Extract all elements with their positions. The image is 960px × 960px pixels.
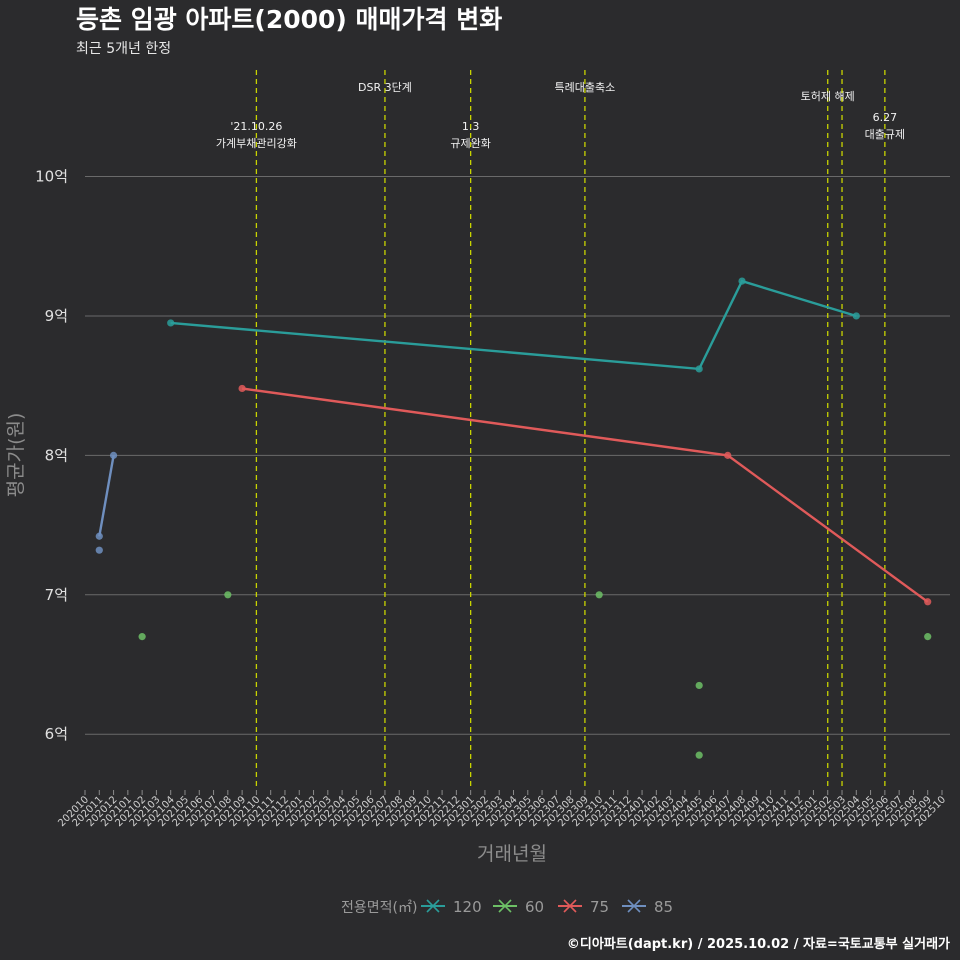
legend-title: 전용면적(㎡) xyxy=(341,900,417,916)
y-gridlines xyxy=(85,176,950,735)
data-point-120 xyxy=(695,365,703,373)
event-label: 가계부채관리강화 xyxy=(216,137,297,150)
y-axis-title: 평균가(원) xyxy=(5,413,27,498)
y-tick-label: 10억 xyxy=(35,168,68,186)
event-label: 대출규제 xyxy=(865,128,905,141)
x-axis-title: 거래년월 xyxy=(477,843,547,865)
data-point-60 xyxy=(924,633,932,641)
chart-caption: ©디아파트(dapt.kr) / 2025.10.02 / 자료=국토교통부 실… xyxy=(567,936,950,952)
legend-key-cross xyxy=(563,899,577,913)
legend-label: 60 xyxy=(525,898,544,916)
chart-subtitle: 최근 5개년 한정 xyxy=(76,41,171,57)
data-point-60 xyxy=(695,681,703,690)
data-point-75 xyxy=(924,598,932,606)
series-line-85 xyxy=(98,455,115,537)
data-point-60 xyxy=(138,633,146,641)
chart-title: 등촌 임광 아파트(2000) 매매가격 변화 xyxy=(76,5,502,34)
data-series xyxy=(95,277,932,759)
y-tick-label: 7억 xyxy=(45,586,68,604)
legend-key-cross xyxy=(426,899,440,913)
data-point-85 xyxy=(95,546,103,554)
x-axis-ticks: 2020102020112020122021012021022021032021… xyxy=(56,790,948,829)
data-point-60 xyxy=(224,591,232,599)
legend-key-cross xyxy=(498,899,512,913)
y-tick-label: 6억 xyxy=(45,725,68,743)
event-label: 1.3 xyxy=(462,120,480,133)
event-label: 6.27 xyxy=(873,111,898,124)
legend-key-cross xyxy=(627,899,641,913)
data-point-75 xyxy=(724,451,732,459)
data-point-85 xyxy=(109,451,118,459)
data-point-60 xyxy=(595,591,603,599)
event-label: '21.10.26 xyxy=(230,120,282,133)
legend: 전용면적(㎡) 120 60 75 85 xyxy=(341,898,673,916)
event-markers: '21.10.26 가계부채관리강화 DSR 3단계 1.3 규제완화 특례대출축소토허제… xyxy=(216,70,905,790)
y-axis-ticks: 6억 7억 8억 9억 10억 xyxy=(35,168,68,744)
legend-label: 85 xyxy=(654,898,673,916)
series-line-120 xyxy=(170,279,857,371)
event-label: DSR 3단계 xyxy=(358,81,412,94)
event-label: 토허제 해제 xyxy=(801,89,855,103)
data-point-120 xyxy=(738,277,746,285)
y-tick-label: 9억 xyxy=(45,307,68,325)
y-tick-label: 8억 xyxy=(45,446,68,464)
data-point-120 xyxy=(852,312,860,320)
legend-label: 120 xyxy=(453,898,482,916)
data-point-60 xyxy=(695,751,703,759)
event-label: 규제완화 xyxy=(450,137,490,150)
data-point-120 xyxy=(167,319,175,327)
legend-label: 75 xyxy=(590,898,609,916)
event-label: 특례대출축소 xyxy=(555,81,616,94)
data-point-75 xyxy=(238,384,246,393)
data-point-85 xyxy=(95,532,103,540)
